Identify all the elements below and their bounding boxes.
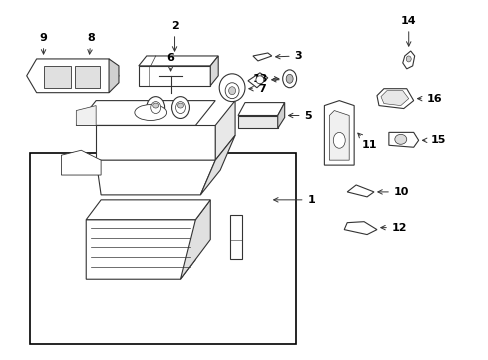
- Text: 16: 16: [417, 94, 441, 104]
- Text: 5: 5: [288, 111, 311, 121]
- Polygon shape: [277, 103, 284, 129]
- Polygon shape: [96, 160, 215, 195]
- Polygon shape: [328, 111, 348, 160]
- Ellipse shape: [333, 132, 345, 148]
- Polygon shape: [376, 89, 413, 109]
- Polygon shape: [210, 56, 218, 86]
- Polygon shape: [215, 100, 235, 160]
- Text: 4: 4: [271, 75, 292, 85]
- Text: 3: 3: [275, 51, 302, 61]
- Ellipse shape: [285, 74, 292, 83]
- Polygon shape: [252, 53, 271, 61]
- Polygon shape: [238, 103, 284, 116]
- Ellipse shape: [224, 83, 239, 99]
- Polygon shape: [247, 73, 267, 88]
- Text: 11: 11: [357, 133, 377, 150]
- Ellipse shape: [152, 103, 158, 108]
- Polygon shape: [86, 200, 210, 220]
- Ellipse shape: [171, 96, 189, 118]
- Ellipse shape: [177, 103, 183, 108]
- Polygon shape: [200, 135, 235, 195]
- Text: 9: 9: [40, 33, 47, 54]
- Polygon shape: [76, 100, 215, 125]
- Text: 1: 1: [273, 195, 315, 205]
- Polygon shape: [238, 116, 277, 129]
- Ellipse shape: [219, 74, 244, 102]
- Polygon shape: [61, 150, 101, 175]
- Polygon shape: [402, 51, 414, 69]
- Text: 12: 12: [380, 222, 407, 233]
- Bar: [43, 66, 71, 88]
- Polygon shape: [380, 91, 408, 105]
- Polygon shape: [86, 220, 195, 279]
- Polygon shape: [76, 105, 96, 125]
- Text: 8: 8: [87, 33, 95, 54]
- Polygon shape: [346, 185, 373, 197]
- Polygon shape: [344, 222, 376, 235]
- Polygon shape: [230, 215, 242, 260]
- Ellipse shape: [406, 56, 410, 62]
- Ellipse shape: [135, 105, 166, 121]
- Text: 2: 2: [170, 21, 178, 51]
- Bar: [30, 153, 295, 344]
- Text: 10: 10: [377, 187, 408, 197]
- Polygon shape: [96, 125, 215, 160]
- Polygon shape: [27, 59, 119, 93]
- Polygon shape: [109, 59, 119, 93]
- Polygon shape: [180, 200, 210, 279]
- Ellipse shape: [150, 102, 161, 113]
- Polygon shape: [139, 56, 218, 66]
- Circle shape: [255, 76, 264, 84]
- Ellipse shape: [228, 87, 235, 95]
- Text: 13: 13: [252, 74, 278, 84]
- Text: 7: 7: [248, 84, 265, 94]
- Ellipse shape: [146, 96, 164, 118]
- Text: 15: 15: [422, 135, 445, 145]
- Text: 6: 6: [166, 53, 174, 71]
- Text: 14: 14: [400, 16, 416, 46]
- Ellipse shape: [394, 134, 406, 144]
- Polygon shape: [324, 100, 353, 165]
- Ellipse shape: [175, 102, 185, 113]
- Bar: [75, 66, 100, 88]
- Ellipse shape: [282, 70, 296, 88]
- Polygon shape: [388, 132, 418, 147]
- Polygon shape: [139, 66, 210, 86]
